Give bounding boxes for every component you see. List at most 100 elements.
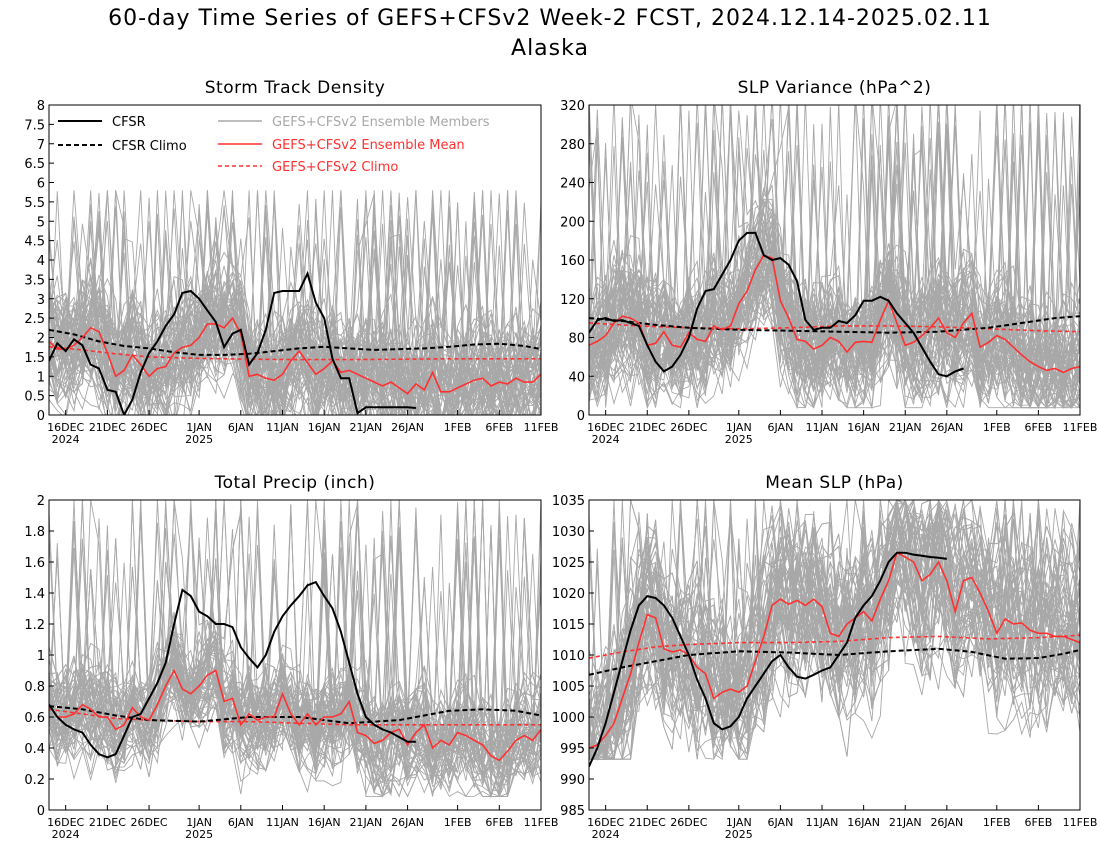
y-tick-label: 2.5 [24, 312, 45, 327]
x-tick-label: 6FEB [1024, 421, 1052, 434]
y-tick-label: 0.5 [24, 390, 45, 405]
x-tick-year-label: 2024 [592, 433, 620, 446]
panel-title: Total Precip (inch) [214, 473, 376, 493]
ensemble-member-line [589, 500, 1080, 748]
cfsr-climo-line [589, 315, 1080, 334]
y-tick-label: 1.6 [24, 556, 45, 571]
cfsr-line [49, 270, 416, 415]
ensemble-member-line [49, 536, 541, 796]
y-tick-label: 1015 [552, 618, 585, 633]
y-tick-label: 0 [37, 804, 45, 819]
x-tick-label: 26JAN [930, 816, 963, 829]
ensemble-member-line [49, 202, 541, 415]
x-tick-label: 21DEC [629, 421, 666, 434]
ensemble-member-line [589, 105, 1080, 403]
y-tick-label: 6.5 [24, 157, 45, 172]
ensemble-member-line [49, 198, 541, 415]
x-tick-label: 6FEB [485, 816, 513, 829]
y-tick-label: 7.5 [24, 118, 45, 133]
ensemble-mean-line [589, 551, 1080, 749]
x-tick-label: 11FEB [1063, 816, 1098, 829]
x-tick-label: 21JAN [349, 421, 382, 434]
ensemble-members [49, 190, 541, 415]
y-tick-label: 985 [560, 804, 585, 819]
y-tick-label: 1.4 [24, 587, 45, 602]
ensemble-member-line [589, 105, 1080, 409]
model-climo-line [49, 708, 541, 726]
x-tick-label: 6JAN [768, 421, 794, 434]
ensemble-members [49, 500, 541, 799]
legend-cfsr-climo-label: CFSR Climo [112, 139, 187, 154]
x-tick-label: 6JAN [228, 421, 254, 434]
y-tick-label: 7 [37, 138, 45, 153]
x-tick-label: 21JAN [889, 421, 922, 434]
x-tick-label: 11JAN [806, 816, 839, 829]
cfsr-line [49, 580, 416, 759]
y-tick-label: 8 [37, 99, 45, 114]
y-tick-label: 1005 [552, 680, 585, 695]
cfsr-climo-line [49, 705, 541, 725]
ensemble-mean-line [589, 254, 1080, 374]
x-tick-year-label: 2024 [52, 433, 80, 446]
y-tick-label: 6 [37, 177, 45, 192]
x-tick-label: 21JAN [349, 816, 382, 829]
x-tick-year-label: 2024 [592, 828, 620, 841]
y-tick-label: 3 [37, 293, 45, 308]
y-tick-label: 1 [37, 649, 45, 664]
y-tick-label: 120 [560, 293, 585, 308]
ensemble-mean-line [49, 668, 541, 762]
ensemble-member-line [589, 105, 1080, 408]
legend-cfsr-label: CFSR [112, 115, 146, 130]
y-tick-label: 40 [568, 370, 585, 385]
ensemble-member-line [49, 221, 541, 415]
ensemble-member-line [589, 500, 1080, 760]
model-climo-line [49, 346, 541, 361]
ensemble-member-line [589, 112, 1080, 406]
y-tick-label: 990 [560, 773, 585, 788]
x-tick-year-label: 2025 [185, 433, 213, 446]
ensemble-members [589, 105, 1080, 410]
panel-title: SLP Variance (hPa^2) [738, 78, 932, 98]
x-tick-label: 1JAN [186, 816, 212, 829]
ensemble-member-line [589, 111, 1080, 389]
x-tick-label: 11FEB [1063, 421, 1098, 434]
x-tick-label: 26DEC [131, 421, 168, 434]
x-tick-label: 1FEB [983, 816, 1011, 829]
y-tick-label: 995 [560, 742, 585, 757]
y-tick-label: 2 [37, 332, 45, 347]
y-tick-label: 160 [560, 254, 585, 269]
x-tick-label: 6FEB [1024, 816, 1052, 829]
panel-title: Storm Track Density [205, 78, 386, 98]
y-tick-label: 1025 [552, 556, 585, 571]
ensemble-member-line [589, 500, 1080, 760]
ensemble-member-line [589, 511, 1080, 760]
x-tick-label: 26JAN [391, 816, 424, 829]
y-tick-label: 4.5 [24, 235, 45, 250]
x-tick-label: 6FEB [485, 421, 513, 434]
legend-mean-label: GEFS+CFSv2 Ensemble Mean [272, 138, 465, 153]
y-tick-label: 1035 [552, 494, 585, 509]
x-tick-year-label: 2024 [52, 828, 80, 841]
ensemble-member-line [589, 501, 1080, 760]
x-tick-label: 16DEC [47, 421, 84, 434]
x-tick-label: 11JAN [266, 816, 299, 829]
x-tick-label: 16JAN [847, 816, 880, 829]
y-tick-label: 200 [560, 215, 585, 230]
ensemble-member-line [49, 500, 541, 799]
ensemble-member-line [589, 508, 1080, 760]
y-tick-label: 0.6 [24, 711, 45, 726]
y-tick-label: 1030 [552, 525, 585, 540]
x-tick-label: 16DEC [587, 816, 624, 829]
x-tick-label: 1JAN [726, 816, 752, 829]
y-tick-label: 1.8 [24, 525, 45, 540]
y-tick-label: 1.5 [24, 351, 45, 366]
y-tick-label: 0.2 [24, 773, 45, 788]
x-tick-label: 21JAN [889, 816, 922, 829]
legend-members-label: GEFS+CFSv2 Ensemble Members [272, 115, 490, 130]
x-tick-label: 1FEB [983, 421, 1011, 434]
x-tick-year-label: 2025 [185, 828, 213, 841]
y-tick-label: 80 [568, 332, 585, 347]
